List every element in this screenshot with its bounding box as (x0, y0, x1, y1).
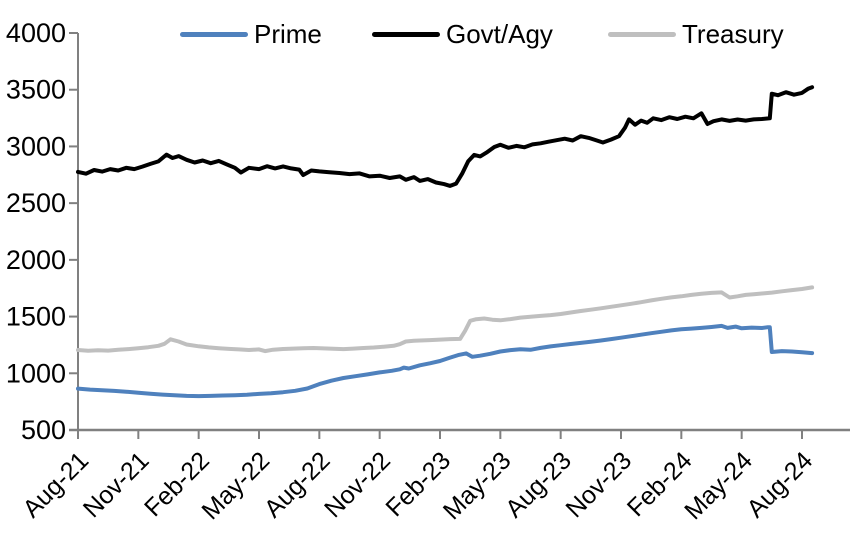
y-tick-label: 2000 (6, 245, 66, 275)
x-tick-label: Nov-21 (78, 446, 155, 523)
x-tick-label: Aug-22 (259, 446, 336, 523)
prime-line-swatch (180, 31, 248, 37)
series-line-prime (76, 323, 815, 399)
x-tick-label: Aug-21 (17, 446, 94, 523)
legend-item-govt-agy: Govt/Agy (372, 20, 553, 48)
govt-agy-line-swatch (372, 31, 440, 37)
treasury-line-swatch (608, 31, 676, 37)
y-tick-label: 4000 (6, 18, 66, 48)
legend-item-treasury: Treasury (608, 20, 784, 48)
y-tick-label: 3000 (6, 131, 66, 161)
legend-label-prime: Prime (254, 19, 322, 49)
x-tick-label: Nov-22 (319, 446, 396, 523)
chart-legend: Prime Govt/Agy Treasury (0, 0, 852, 50)
x-tick-label: Aug-23 (500, 446, 577, 523)
x-tick-label: Aug-24 (741, 446, 818, 523)
series-line-govt-agy (76, 85, 815, 188)
y-tick-label: 1500 (6, 302, 66, 332)
y-tick-label: 500 (21, 415, 66, 445)
legend-label-govt-agy: Govt/Agy (446, 19, 553, 49)
x-tick-label: May-22 (196, 446, 275, 525)
legend-item-prime: Prime (180, 20, 322, 48)
legend-label-treasury: Treasury (682, 19, 784, 49)
y-tick-label: 2500 (6, 188, 66, 218)
y-tick-label: 1000 (6, 358, 66, 388)
x-tick-label: May-23 (438, 446, 517, 525)
x-tick-label: May-24 (679, 446, 758, 525)
x-tick-label: Nov-23 (560, 446, 637, 523)
series-line-treasury (76, 285, 815, 354)
y-tick-label: 3500 (6, 75, 66, 105)
